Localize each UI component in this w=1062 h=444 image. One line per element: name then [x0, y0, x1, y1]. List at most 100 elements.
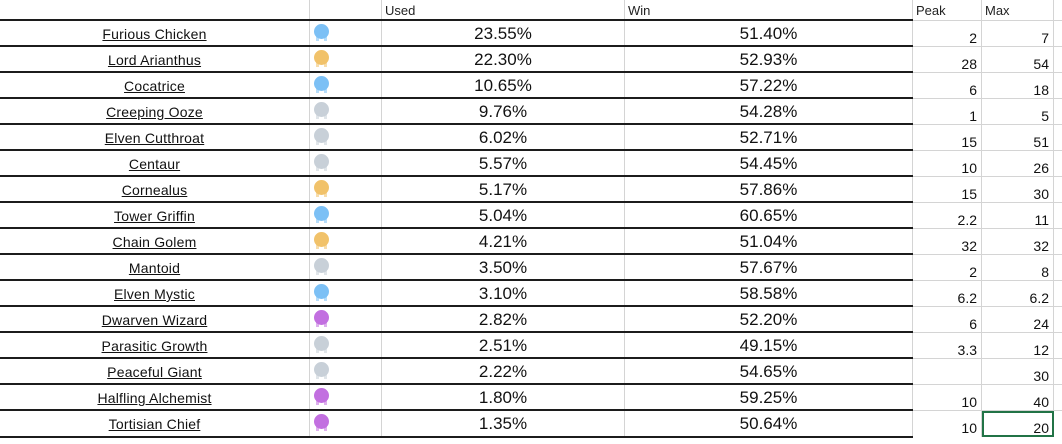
peak-cell[interactable]: 28: [913, 47, 982, 73]
rarity-cell[interactable]: [310, 359, 382, 385]
win-cell[interactable]: 54.45%: [625, 151, 913, 177]
rarity-cell[interactable]: [310, 385, 382, 411]
used-cell[interactable]: 2.51%: [382, 333, 625, 359]
peak-cell[interactable]: 2: [913, 21, 982, 47]
rarity-cell[interactable]: [310, 73, 382, 99]
used-cell[interactable]: 1.35%: [382, 411, 625, 437]
win-cell[interactable]: 54.28%: [625, 99, 913, 125]
max-cell[interactable]: 54: [982, 47, 1054, 73]
monster-name-cell[interactable]: Centaur: [0, 151, 310, 177]
monster-name-cell[interactable]: Mantoid: [0, 255, 310, 281]
header-win[interactable]: Win: [625, 0, 913, 20]
monster-name-cell[interactable]: Creeping Ooze: [0, 99, 310, 125]
rarity-cell[interactable]: [310, 125, 382, 151]
header-peak[interactable]: Peak: [913, 0, 982, 20]
monster-name-link[interactable]: Centaur: [128, 156, 181, 172]
peak-cell[interactable]: 2: [913, 255, 982, 281]
win-cell[interactable]: 57.22%: [625, 73, 913, 99]
monster-name-cell[interactable]: Lord Arianthus: [0, 47, 310, 73]
used-cell[interactable]: 10.65%: [382, 73, 625, 99]
win-cell[interactable]: 51.04%: [625, 229, 913, 255]
max-cell[interactable]: 24: [982, 307, 1054, 333]
tail-cell[interactable]: [1054, 99, 1062, 125]
peak-cell[interactable]: 2.2: [913, 203, 982, 229]
tail-cell[interactable]: [1054, 73, 1062, 99]
rarity-cell[interactable]: [310, 333, 382, 359]
max-cell[interactable]: 30: [982, 177, 1054, 203]
peak-cell[interactable]: 32: [913, 229, 982, 255]
used-cell[interactable]: 5.57%: [382, 151, 625, 177]
used-cell[interactable]: 4.21%: [382, 229, 625, 255]
tail-cell[interactable]: [1054, 151, 1062, 177]
max-cell[interactable]: 18: [982, 73, 1054, 99]
win-cell[interactable]: 54.65%: [625, 359, 913, 385]
rarity-cell[interactable]: [310, 229, 382, 255]
monster-name-link[interactable]: Halfling Alchemist: [97, 390, 212, 406]
win-cell[interactable]: 57.86%: [625, 177, 913, 203]
win-cell[interactable]: 60.65%: [625, 203, 913, 229]
peak-cell[interactable]: 6: [913, 307, 982, 333]
peak-cell[interactable]: 3.3: [913, 333, 982, 359]
win-cell[interactable]: 52.20%: [625, 307, 913, 333]
peak-cell[interactable]: 6.2: [913, 281, 982, 307]
max-cell[interactable]: 8: [982, 255, 1054, 281]
monster-name-cell[interactable]: Furious Chicken: [0, 21, 310, 47]
peak-cell[interactable]: 1: [913, 99, 982, 125]
max-cell[interactable]: 6.2: [982, 281, 1054, 307]
rarity-cell[interactable]: [310, 21, 382, 47]
win-cell[interactable]: 52.93%: [625, 47, 913, 73]
rarity-cell[interactable]: [310, 99, 382, 125]
max-cell[interactable]: 51: [982, 125, 1054, 151]
rarity-cell[interactable]: [310, 281, 382, 307]
win-cell[interactable]: 52.71%: [625, 125, 913, 151]
monster-name-cell[interactable]: Cocatrice: [0, 73, 310, 99]
monster-name-link[interactable]: Peaceful Giant: [107, 364, 202, 380]
used-cell[interactable]: 6.02%: [382, 125, 625, 151]
used-cell[interactable]: 5.04%: [382, 203, 625, 229]
monster-name-cell[interactable]: Cornealus: [0, 177, 310, 203]
max-cell[interactable]: 32: [982, 229, 1054, 255]
monster-name-cell[interactable]: Tower Griffin: [0, 203, 310, 229]
monster-name-link[interactable]: Furious Chicken: [102, 26, 207, 42]
monster-name-link[interactable]: Tortisian Chief: [108, 416, 201, 432]
rarity-cell[interactable]: [310, 411, 382, 437]
header-used[interactable]: Used: [382, 0, 625, 20]
monster-name-link[interactable]: Elven Cutthroat: [104, 130, 205, 146]
used-cell[interactable]: 2.22%: [382, 359, 625, 385]
max-cell[interactable]: 7: [982, 21, 1054, 47]
peak-cell[interactable]: 15: [913, 125, 982, 151]
monster-name-link[interactable]: Parasitic Growth: [101, 338, 208, 354]
used-cell[interactable]: 3.10%: [382, 281, 625, 307]
tail-cell[interactable]: [1054, 21, 1062, 47]
header-tail[interactable]: [1054, 0, 1062, 20]
monster-name-link[interactable]: Tower Griffin: [114, 208, 195, 224]
monster-name-link[interactable]: Mantoid: [128, 260, 181, 276]
max-cell[interactable]: 40: [982, 385, 1054, 411]
monster-name-cell[interactable]: Elven Mystic: [0, 281, 310, 307]
header-icon[interactable]: [310, 0, 382, 20]
used-cell[interactable]: 23.55%: [382, 21, 625, 47]
tail-cell[interactable]: [1054, 359, 1062, 385]
monster-name-cell[interactable]: Parasitic Growth: [0, 333, 310, 359]
monster-name-cell[interactable]: Dwarven Wizard: [0, 307, 310, 333]
tail-cell[interactable]: [1054, 177, 1062, 203]
rarity-cell[interactable]: [310, 47, 382, 73]
peak-cell[interactable]: 15: [913, 177, 982, 203]
rarity-cell[interactable]: [310, 151, 382, 177]
used-cell[interactable]: 9.76%: [382, 99, 625, 125]
peak-cell[interactable]: 6: [913, 73, 982, 99]
monster-name-link[interactable]: Cornealus: [121, 182, 188, 198]
monster-name-link[interactable]: Chain Golem: [112, 234, 197, 250]
win-cell[interactable]: 57.67%: [625, 255, 913, 281]
monster-name-cell[interactable]: Peaceful Giant: [0, 359, 310, 385]
max-cell[interactable]: 12: [982, 333, 1054, 359]
tail-cell[interactable]: [1054, 333, 1062, 359]
tail-cell[interactable]: [1054, 229, 1062, 255]
max-cell-selected[interactable]: 20: [982, 411, 1054, 437]
max-cell[interactable]: 30: [982, 359, 1054, 385]
rarity-cell[interactable]: [310, 203, 382, 229]
used-cell[interactable]: 5.17%: [382, 177, 625, 203]
win-cell[interactable]: 58.58%: [625, 281, 913, 307]
monster-name-cell[interactable]: Tortisian Chief: [0, 411, 310, 437]
used-cell[interactable]: 2.82%: [382, 307, 625, 333]
